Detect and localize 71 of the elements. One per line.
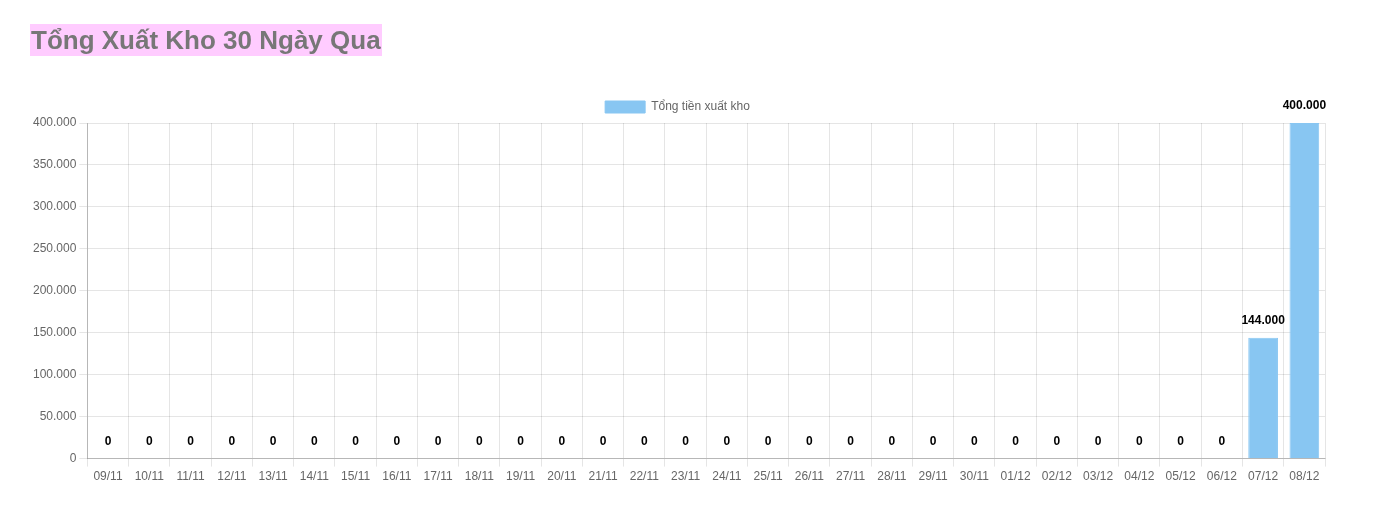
data-label: 0 [723,433,731,448]
x-tick-label: 10/11 [134,469,165,484]
y-tick-label: 250.000 [32,241,77,256]
y-tick-label: 100.000 [32,367,77,382]
data-label: 0 [187,433,195,448]
x-tick-label: 05/12 [1165,469,1196,484]
y-tick-label: 200.000 [32,283,77,298]
x-tick-label: 02/12 [1041,469,1073,484]
x-tick-label: 04/12 [1124,469,1155,484]
chart-title: Tổng Xuất Kho 30 Ngày Qua [30,24,382,56]
data-label: 0 [352,433,360,448]
data-label: 0 [929,433,937,448]
x-tick-label: 26/11 [794,469,825,484]
data-label: 400.000 [1282,98,1327,113]
data-label: 0 [1177,433,1185,448]
data-label: 0 [1053,433,1061,448]
data-label: 0 [1136,433,1144,448]
x-tick-label: 16/11 [382,469,412,484]
data-label: 0 [682,433,690,448]
x-tick-label: 20/11 [547,469,577,484]
y-tick-label: 150.000 [32,325,77,340]
data-label: 0 [228,433,236,448]
x-tick-label: 29/11 [918,469,948,484]
data-label: 0 [104,433,112,448]
x-tick-label: 23/11 [670,469,701,484]
x-tick-label: 14/11 [299,469,330,484]
x-tick-label: 21/11 [588,469,618,484]
x-tick-label: 25/11 [753,469,783,484]
y-tick-label: 350.000 [32,157,77,172]
data-label: 0 [393,433,401,448]
x-tick-label: 17/11 [423,469,453,484]
x-tick-label: 03/12 [1083,469,1114,484]
x-tick-label: 06/12 [1206,469,1238,484]
x-tick-label: 09/11 [93,469,123,484]
x-tick-label: 27/11 [836,469,866,484]
data-label: 0 [599,433,607,448]
x-tick-label: 08/12 [1289,469,1320,484]
y-tick-label: 400.000 [32,115,77,130]
data-label: 0 [805,433,813,448]
x-tick-label: 30/11 [959,469,990,484]
x-tick-label: 18/11 [464,469,495,484]
data-label: 0 [434,433,442,448]
x-tick-label: 24/11 [712,469,742,484]
data-label: 0 [847,433,855,448]
data-label: 0 [558,433,566,448]
y-tick-label: 0 [69,450,77,465]
y-tick-label: 300.000 [32,199,77,214]
data-label: 0 [145,433,153,448]
x-tick-label: 19/11 [505,469,536,484]
data-label: 0 [1012,433,1020,448]
x-tick-label: 11/11 [176,469,205,484]
data-label: 0 [640,433,648,448]
x-tick-label: 15/11 [340,469,371,484]
data-label: 0 [517,433,525,448]
data-label: 0 [888,433,896,448]
x-tick-label: 13/11 [258,469,288,484]
x-tick-label: 01/12 [1000,469,1031,484]
x-tick-label: 28/11 [877,469,907,484]
data-label: 0 [269,433,277,448]
data-label: 0 [475,433,483,448]
data-label: 0 [971,433,978,448]
legend-label: Tổng tiền xuất kho [651,99,751,114]
data-label: 0 [310,433,318,448]
x-tick-label: 07/12 [1248,469,1279,484]
data-label: 144.000 [1241,313,1286,328]
data-label: 0 [764,433,772,448]
x-tick-label: 12/11 [217,469,247,484]
data-label: 0 [1094,433,1102,448]
x-tick-label: 22/11 [629,469,660,484]
y-tick-label: 50.000 [39,408,77,423]
data-label: 0 [1218,433,1226,448]
